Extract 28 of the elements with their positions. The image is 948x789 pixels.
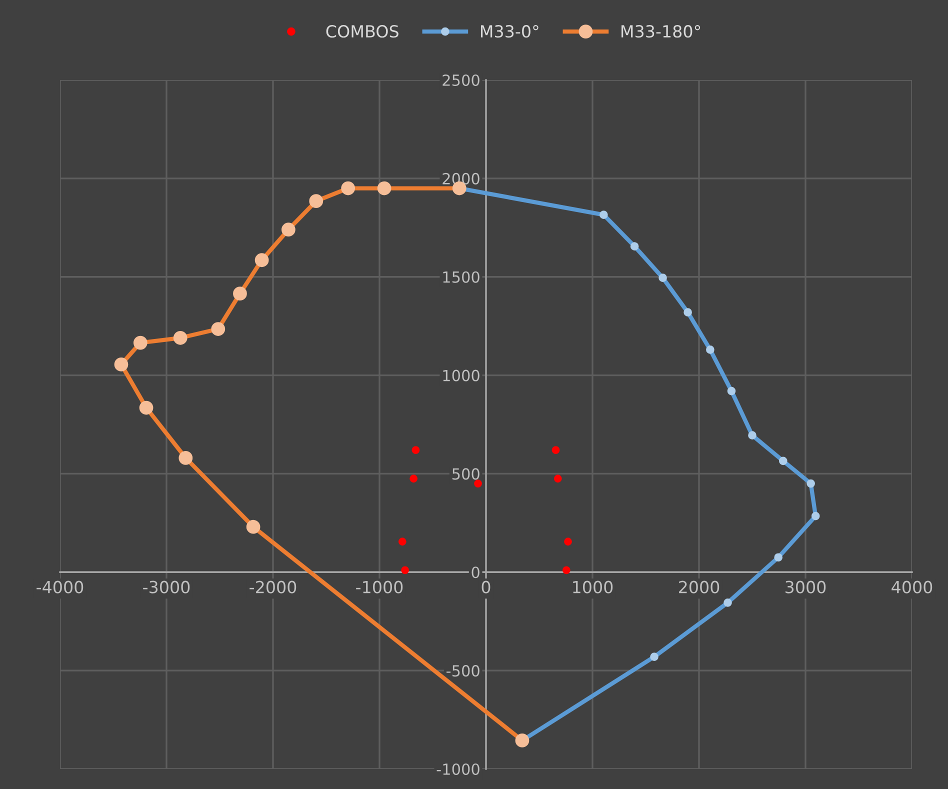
x-tick-label: -1000 bbox=[356, 580, 403, 594]
y-tick-label: -500 bbox=[446, 665, 480, 677]
x-tick-label: -3000 bbox=[143, 580, 190, 594]
point bbox=[410, 474, 418, 483]
point bbox=[554, 474, 562, 483]
point bbox=[562, 566, 570, 574]
y-tick-label: -1000 bbox=[436, 763, 480, 776]
point bbox=[412, 446, 420, 454]
point bbox=[474, 480, 482, 488]
point bbox=[564, 538, 572, 546]
y-tick-label: 1000 bbox=[443, 370, 480, 382]
x-tick-label: 0 bbox=[482, 580, 490, 594]
y-tick-label: 1500 bbox=[443, 271, 480, 283]
x-tick-label: 1000 bbox=[573, 580, 613, 594]
legend-label: COMBOS bbox=[326, 25, 398, 38]
y-tick-label: 0 bbox=[472, 566, 480, 578]
x-tick-label: 4000 bbox=[892, 580, 932, 594]
y-tick-label: 500 bbox=[452, 468, 480, 480]
x-tick-label: 3000 bbox=[786, 580, 826, 594]
point bbox=[398, 538, 406, 546]
legend-label: M33-0° bbox=[480, 25, 538, 38]
x-tick-label: 2000 bbox=[679, 580, 720, 594]
point bbox=[552, 446, 560, 454]
legend-label: M33-180° bbox=[622, 25, 700, 38]
y-tick-label: 2500 bbox=[442, 74, 480, 86]
x-tick-label: -2000 bbox=[250, 580, 296, 594]
point bbox=[401, 566, 410, 574]
x-tick-label: -4000 bbox=[36, 580, 84, 594]
